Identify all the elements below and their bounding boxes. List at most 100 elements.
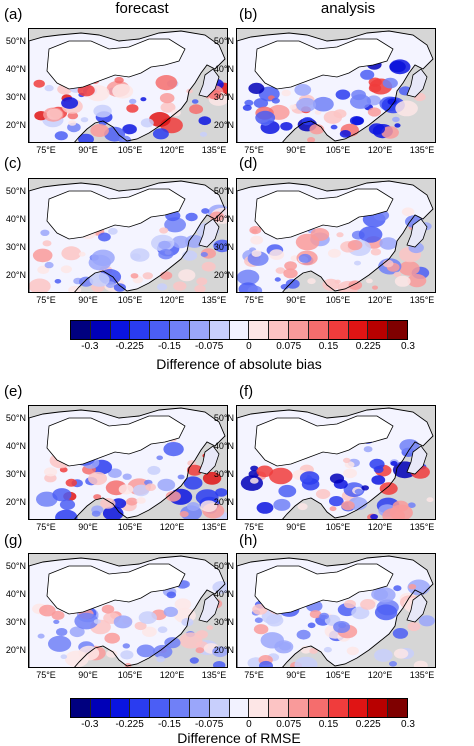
anomaly-blob: [426, 497, 434, 503]
anomaly-blob: [407, 579, 431, 596]
latitude-tick-label: 20°N: [213, 120, 234, 130]
anomaly-blob: [343, 468, 357, 479]
anomaly-blob: [93, 619, 101, 624]
anomaly-blob: [130, 253, 141, 261]
anomaly-blob: [307, 137, 316, 142]
anomaly-blob: [56, 628, 68, 636]
anomaly-blob: [307, 278, 316, 285]
anomaly-blob: [255, 110, 276, 125]
coastline: [237, 30, 434, 142]
japan-island: [406, 593, 428, 623]
anomaly-field: [237, 207, 432, 292]
latitude-tick-label: 20°N: [213, 270, 234, 280]
colorbar-tick-label: 0.3: [401, 341, 415, 352]
anomaly-blob: [52, 488, 72, 502]
anomaly-blob: [379, 482, 398, 495]
anomaly-blob: [65, 478, 77, 487]
longitude-tick-label: 135°E: [409, 295, 435, 305]
colorbar-tick-label: -0.3: [81, 341, 99, 352]
japan-island: [198, 218, 220, 248]
china-region: [46, 563, 186, 615]
anomaly-blob: [250, 465, 259, 472]
map-panel: [236, 178, 436, 293]
longitude-tick-label: 105°E: [325, 670, 351, 680]
longitude-tick-label: 120°E: [159, 670, 185, 680]
anomaly-blob: [329, 473, 345, 484]
anomaly-blob: [187, 464, 203, 476]
colorbar-tick-label: -0.075: [194, 341, 224, 352]
anomaly-blob: [298, 253, 312, 263]
anomaly-blob: [323, 646, 332, 653]
anomaly-blob: [389, 504, 413, 519]
anomaly-blob: [368, 77, 382, 87]
anomaly-blob: [360, 599, 376, 610]
longitude-tick-label: 120°E: [367, 145, 393, 155]
colorbar-tick-label: -0.225: [115, 719, 144, 730]
longitude-tick-label: 75°E: [36, 295, 56, 305]
panel-label: (g): [4, 532, 23, 549]
colorbar-swatch: [348, 321, 369, 339]
anomaly-blob: [185, 212, 198, 222]
latitude-tick-label: 40°N: [5, 441, 26, 451]
colorbar-swatch: [170, 699, 190, 717]
longitude-tick-label: 75°E: [36, 670, 56, 680]
longitude-tick-label: 135°E: [409, 145, 435, 155]
anomaly-blob: [360, 69, 375, 80]
colorbar-swatch: [289, 699, 309, 717]
longitude-tick-label: 90°E: [78, 145, 98, 155]
colorbar-swatch: [328, 321, 349, 339]
latitude-tick-label: 30°N: [213, 242, 234, 252]
map-panel: [28, 553, 228, 668]
anomaly-blob: [274, 640, 294, 654]
anomaly-blob: [155, 75, 178, 91]
anomaly-blob: [164, 637, 181, 649]
colorbar-2: [70, 698, 408, 718]
colorbar-swatch: [328, 699, 349, 717]
anomaly-blob: [138, 611, 157, 624]
anomaly-blob: [266, 614, 284, 627]
colorbar-swatch: [90, 699, 111, 717]
colorbar-swatch: [170, 321, 190, 339]
anomaly-blob: [315, 489, 331, 499]
anomaly-blob: [373, 587, 396, 603]
anomaly-blob: [68, 120, 77, 126]
longitude-tick-label: 75°E: [36, 522, 56, 532]
anomaly-blob: [371, 475, 386, 485]
longitude-tick-label: 135°E: [201, 145, 227, 155]
latitude-tick-label: 30°N: [5, 617, 26, 627]
anomaly-blob: [297, 503, 308, 511]
longitude-tick-label: 135°E: [201, 522, 227, 532]
anomaly-blob: [271, 97, 280, 104]
anomaly-blob: [299, 471, 320, 485]
colorbar-swatch: [269, 699, 290, 717]
anomaly-blob: [80, 117, 89, 123]
anomaly-blob: [319, 612, 329, 620]
anomaly-blob: [284, 261, 297, 271]
china-region: [254, 38, 394, 90]
latitude-tick-label: 30°N: [5, 242, 26, 252]
colorbar-swatch: [249, 699, 270, 717]
latitude-tick-label: 30°N: [213, 469, 234, 479]
anomaly-blob: [102, 506, 124, 519]
anomaly-blob: [108, 227, 118, 235]
colorbar-swatch: [388, 321, 408, 339]
longitude-tick-label: 120°E: [367, 295, 393, 305]
anomaly-blob: [189, 657, 199, 664]
anomaly-blob: [142, 272, 153, 280]
colorbar-swatch: [269, 321, 290, 339]
anomaly-blob: [53, 619, 60, 624]
panel-label: (c): [4, 155, 22, 172]
colorbar-tick-label: -0.15: [158, 341, 181, 352]
anomaly-blob: [201, 208, 210, 214]
anomaly-blob: [113, 615, 133, 629]
anomaly-blob: [140, 97, 147, 102]
longitude-tick-label: 75°E: [244, 295, 264, 305]
anomaly-blob: [248, 470, 260, 478]
colorbar-swatch: [249, 321, 270, 339]
colorbar-swatch: [368, 321, 389, 339]
coastline: [237, 555, 434, 667]
anomaly-blob: [44, 467, 58, 477]
anomaly-blob: [408, 584, 417, 590]
anomaly-blob: [179, 511, 189, 518]
longitude-tick-label: 105°E: [117, 145, 143, 155]
